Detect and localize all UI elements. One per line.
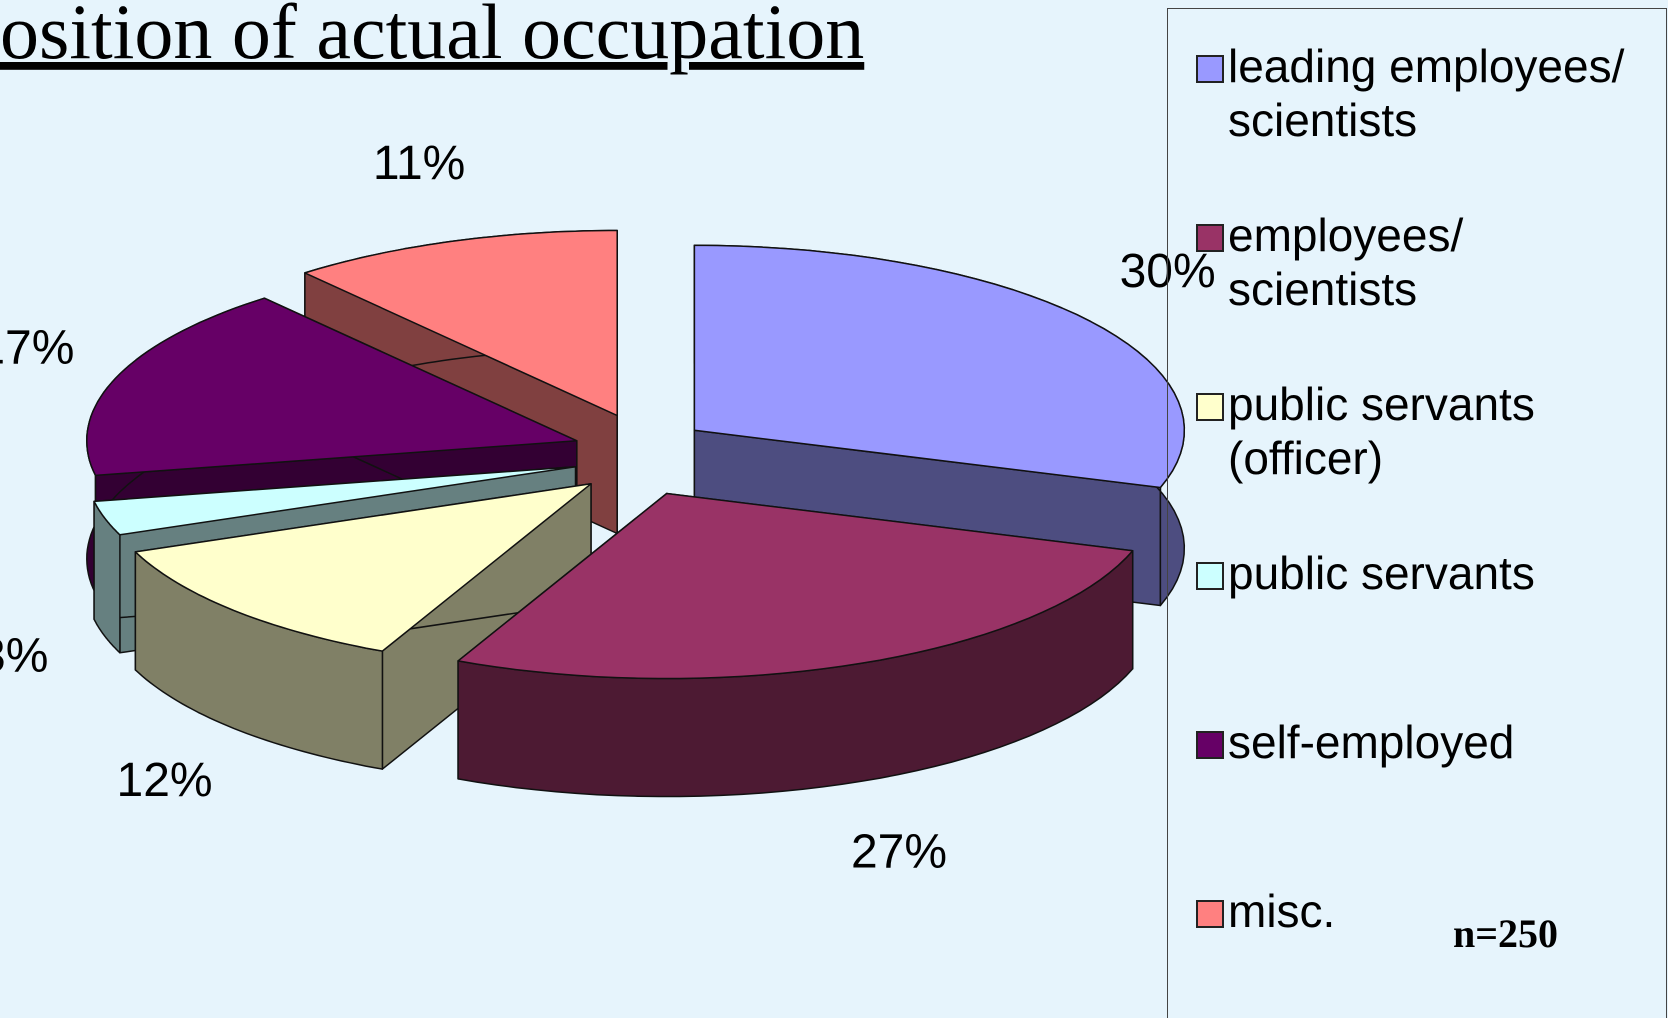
legend-item: leading employees/ scientists — [1182, 39, 1652, 147]
slice — [457, 492, 1134, 680]
slice — [693, 244, 1186, 489]
slice — [134, 483, 592, 652]
data-label: 3% — [0, 629, 48, 682]
data-label: 17% — [0, 322, 74, 375]
legend-label: public servants — [1228, 547, 1535, 599]
legend-swatch — [1196, 224, 1224, 252]
legend-item: public servants — [1182, 546, 1652, 600]
chart-title: osition of actual occupation — [0, 0, 864, 75]
slice — [304, 229, 618, 417]
legend-label: public servants (officer) — [1228, 378, 1535, 484]
legend-label: leading employees/ scientists — [1228, 40, 1625, 146]
legend-item: employees/ scientists — [1182, 208, 1652, 316]
legend-swatch — [1196, 731, 1224, 759]
legend-swatch — [1196, 562, 1224, 590]
legend-item: misc. — [1182, 884, 1652, 938]
legend-swatch — [1196, 900, 1224, 928]
legend-label: employees/ scientists — [1228, 209, 1464, 315]
data-label: 11% — [373, 137, 466, 190]
legend-swatch — [1196, 393, 1224, 421]
legend-item: self-employed — [1182, 715, 1652, 769]
data-label: 12% — [117, 754, 213, 807]
legend-label: misc. — [1228, 885, 1336, 937]
legend-item: public servants (officer) — [1182, 377, 1652, 485]
slice — [93, 465, 577, 536]
data-label: 27% — [851, 825, 947, 878]
slice — [86, 297, 578, 477]
annotation: n=250 — [1453, 911, 1559, 956]
legend-label: self-employed — [1228, 716, 1515, 768]
legend-swatch — [1196, 55, 1224, 83]
legend: leading employees/ scientists employees/ … — [1167, 8, 1667, 1018]
